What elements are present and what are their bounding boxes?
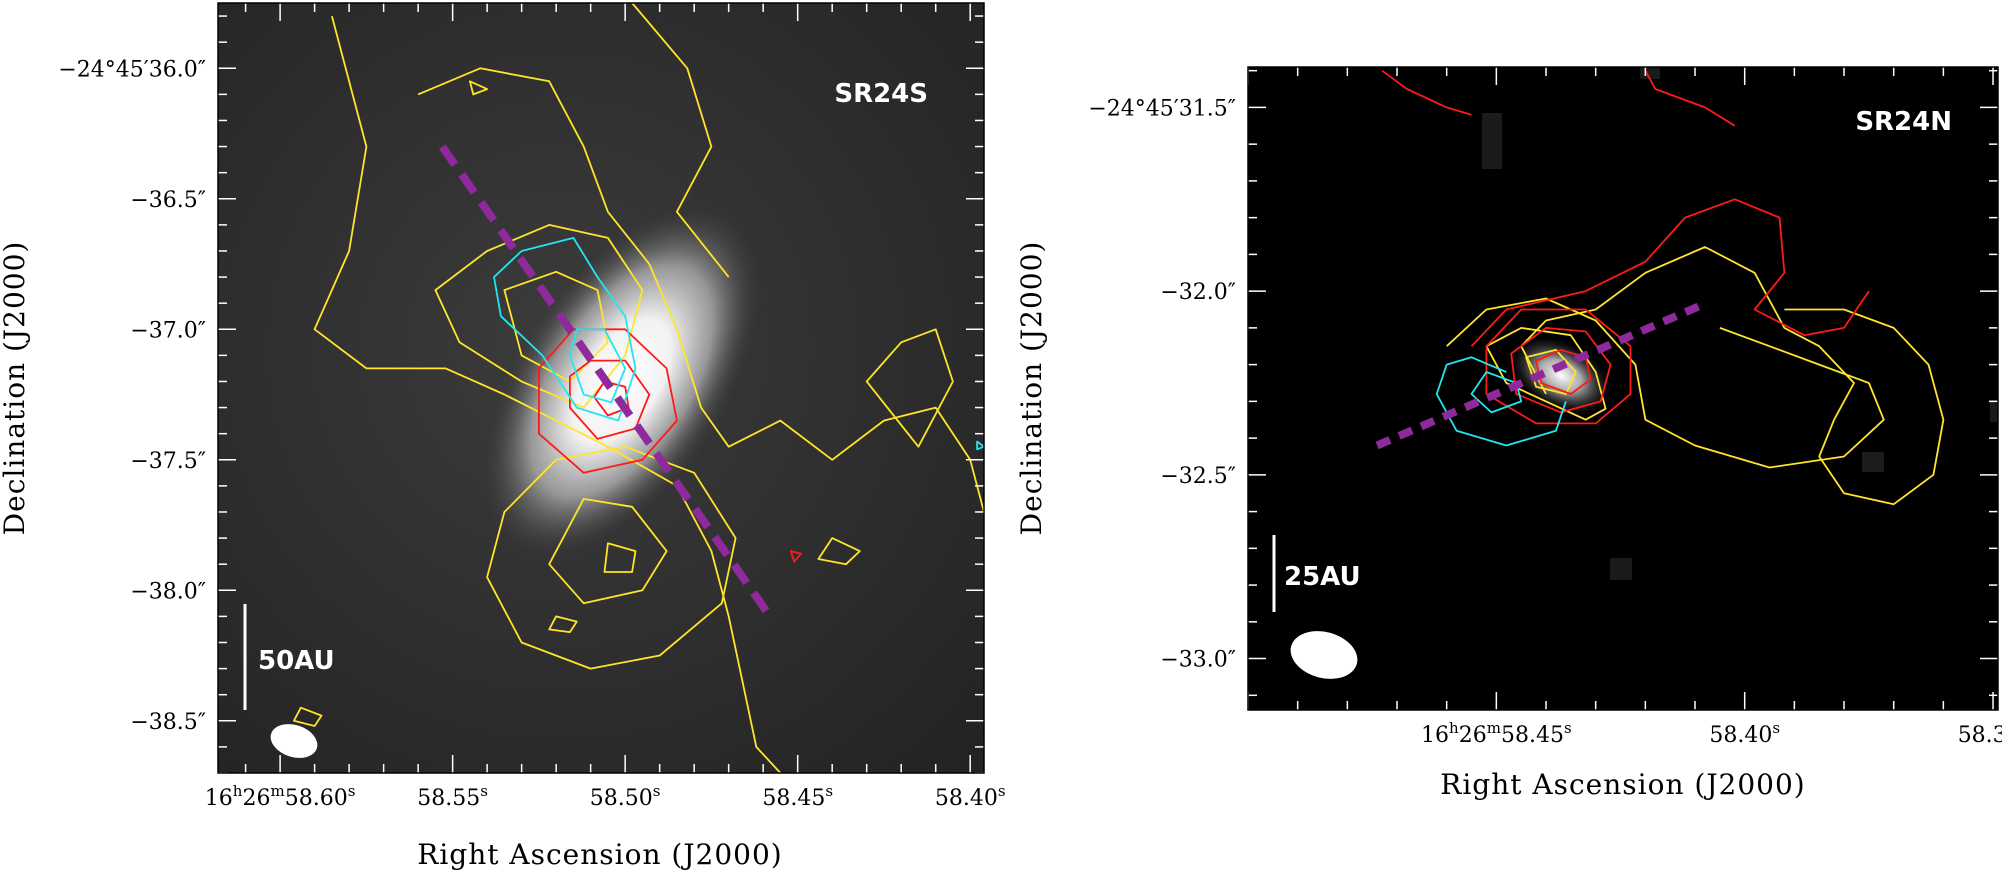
y-axis-label: Declination (J2000) [0, 241, 31, 536]
x-tick-labels: 16h26m58.60s 58.55s 58.50s 58.45s 58.40s [205, 782, 1006, 811]
panel-label: SR24S [834, 79, 928, 109]
x-tick-label: 58.35s [1958, 719, 2002, 748]
contour-cyan [976, 440, 984, 451]
contour-red [1644, 70, 1736, 127]
contour-yellow [468, 80, 489, 96]
y-axis-label: Declination (J2000) [1015, 241, 1048, 536]
major-axis [1375, 302, 1702, 450]
contour-yellow [313, 15, 782, 773]
contour-yellow [1525, 348, 1577, 395]
y-tick-label: −36.5″ [130, 188, 206, 213]
x-tick-label: 58.55s [417, 782, 488, 811]
y-tick-label: −33.0″ [1160, 648, 1236, 673]
contour-yellow [631, 3, 730, 278]
contour-yellow [817, 537, 861, 566]
x-tick-labels: 16h26m58.45s 58.40s 58.35s [1421, 719, 2002, 748]
contour-yellow [865, 328, 954, 448]
y-tick-label: −32.5″ [1160, 464, 1236, 489]
major-axis [438, 144, 774, 619]
contour-yellow [1485, 326, 1607, 421]
y-tick-label: −37.0″ [130, 318, 206, 343]
contours [292, 3, 984, 773]
x-tick-label: 58.50s [590, 782, 661, 811]
beam-ellipse [1290, 631, 1358, 679]
panel-label: SR24N [1855, 107, 1952, 137]
scale-bar-label: 25AU [1284, 562, 1361, 592]
contour-yellow [503, 270, 609, 383]
contour-cyan [569, 328, 627, 404]
y-tick-labels: −24°45′36.0″ −36.5″ −37.0″ −37.5″ −38.0″ −38.… [58, 57, 206, 735]
contour-red [1470, 198, 1870, 347]
contour-yellow [548, 615, 578, 633]
y-tick-labels: −24°45′31.5″ −32.0″ −32.5″ −33.0″ [1088, 96, 1236, 672]
contour-yellow [486, 445, 737, 670]
plot-frame [217, 2, 985, 774]
y-tick-label: −24°45′31.5″ [1088, 96, 1236, 121]
panel-background [1248, 67, 1998, 710]
y-tick-label: −32.0″ [1160, 280, 1236, 305]
panel-sr24n: SR24N 25AU 16h26m58.45s 58.40s 58.35s −24°… [1015, 66, 2002, 801]
y-tick-label: −24°45′36.0″ [58, 57, 206, 82]
background-noise [1482, 67, 1998, 580]
x-tick-label: 58.40s [935, 782, 1006, 811]
contour-yellow [603, 542, 637, 573]
disk-glow [481, 204, 762, 559]
tick-marks [218, 3, 984, 774]
contour-red [538, 328, 678, 474]
plot-frame [1247, 66, 1999, 711]
contour-yellow [1446, 297, 1885, 469]
x-tick-label: 58.45s [762, 782, 833, 811]
x-tick-label: 58.40s [1709, 719, 1780, 748]
disk-major-axis-line [438, 144, 774, 619]
x-axis-label: Right Ascension (J2000) [417, 838, 782, 871]
x-tick-label: 16h26m58.60s [205, 782, 356, 811]
x-axis-label: Right Ascension (J2000) [1440, 768, 1805, 801]
contour-red [1485, 308, 1632, 425]
contour-yellow [548, 497, 668, 605]
contour-red [593, 380, 630, 417]
y-tick-label: −38.5″ [130, 710, 206, 735]
tick-marks [1247, 67, 1998, 710]
contour-red [569, 359, 651, 440]
x-tick-label: 16h26m58.45s [1421, 719, 1572, 748]
contour-yellow [1520, 246, 1945, 506]
scale-bar-label: 50AU [258, 646, 335, 676]
panel-sr24s: SR24S 50AU 16h26m58.60s 58.55s 58.50s 58.45… [0, 2, 1006, 871]
contour-red [1510, 326, 1612, 414]
contour-red [1381, 69, 1472, 116]
contour-red [789, 550, 802, 563]
contour-yellow [292, 706, 323, 727]
contour-cyan [493, 236, 637, 422]
disk-major-axis-line [1375, 302, 1702, 450]
disk-emission [481, 204, 762, 559]
contour-yellow [417, 67, 984, 513]
y-tick-label: −37.5″ [130, 449, 206, 474]
contours [1381, 69, 1945, 506]
beam-ellipse [270, 724, 318, 758]
contour-cyan [1470, 371, 1523, 414]
y-tick-label: −38.0″ [130, 579, 206, 604]
